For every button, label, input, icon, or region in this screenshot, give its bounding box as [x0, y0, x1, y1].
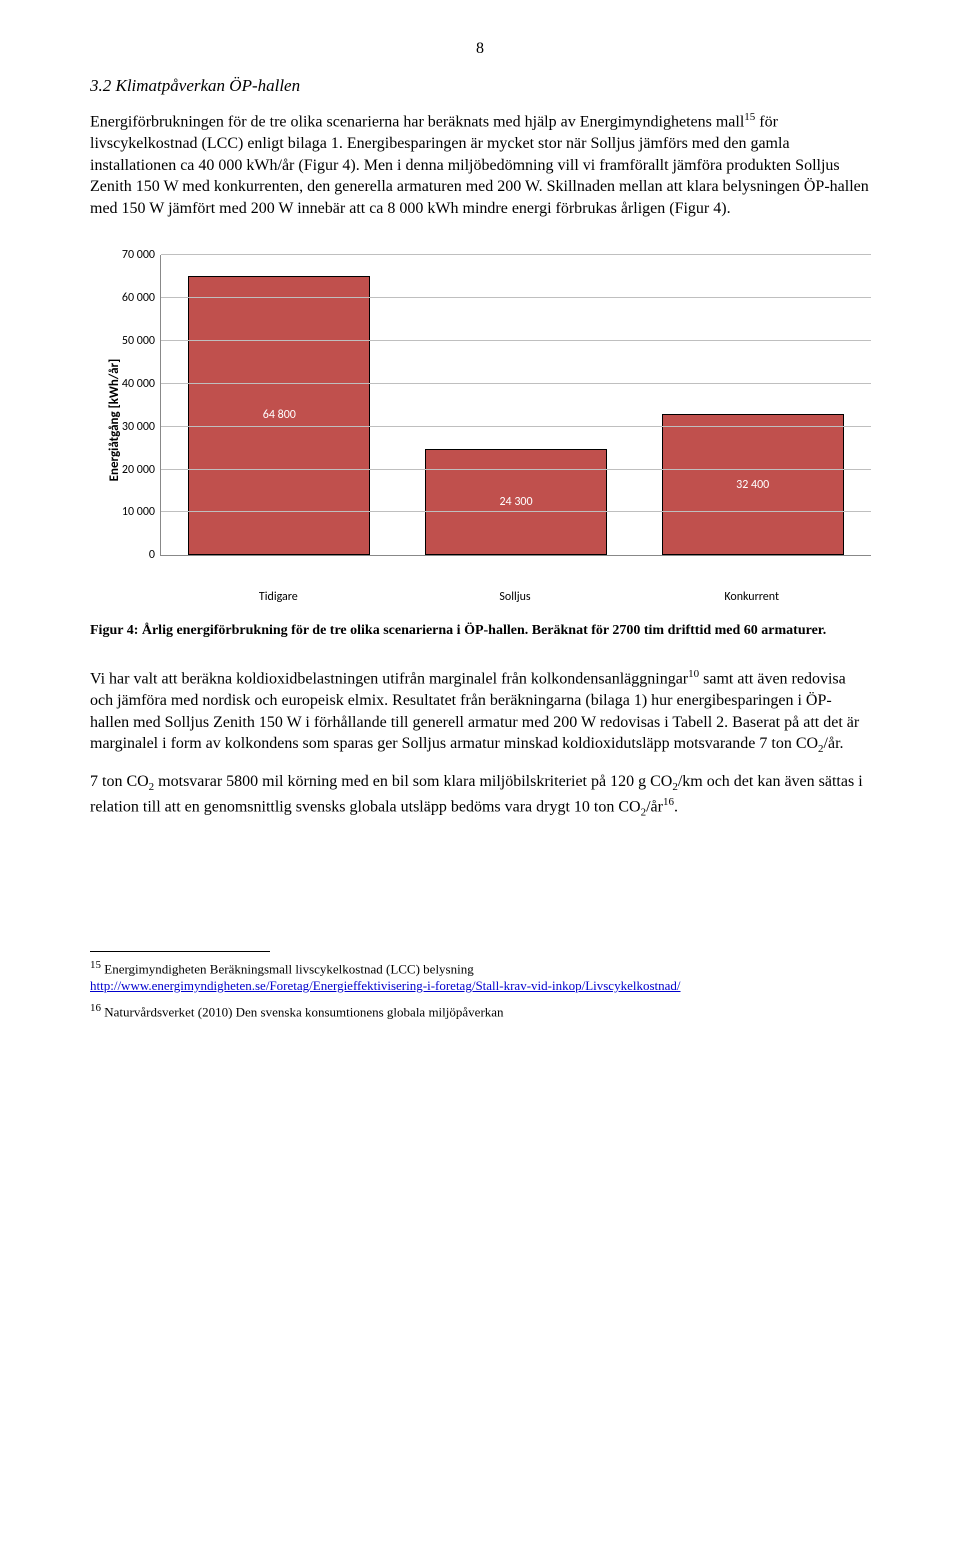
bar: 64 800 — [188, 276, 370, 556]
x-tick-label: Konkurrent — [633, 585, 870, 604]
bar-value-label: 24 300 — [499, 495, 532, 509]
footnote-ref-15: 15 — [744, 111, 755, 123]
y-tick-label: 70 000 — [122, 248, 155, 262]
bar: 24 300 — [425, 449, 607, 555]
gridline — [161, 511, 871, 512]
y-tick-label: 40 000 — [122, 377, 155, 391]
y-tick-label: 0 — [149, 548, 155, 562]
footnote-16-text: Naturvårdsverket (2010) Den svenska kons… — [101, 1004, 504, 1019]
y-tick-label: 50 000 — [122, 334, 155, 348]
paragraph-2-a: Vi har valt att beräkna koldioxidbelastn… — [90, 671, 688, 688]
bar: 32 400 — [662, 414, 844, 555]
y-tick-label: 60 000 — [122, 291, 155, 305]
footnote-ref-16: 16 — [663, 796, 674, 808]
paragraph-1-a: Energiförbrukningen för de tre olika sce… — [90, 113, 744, 130]
paragraph-3-d: /år — [646, 799, 663, 816]
gridline — [161, 469, 871, 470]
paragraph-2-c: /år. — [824, 735, 844, 752]
page-number: 8 — [90, 40, 870, 58]
y-axis-label: Energiåtgång [kWh/år] — [107, 359, 122, 482]
y-tick-label: 30 000 — [122, 420, 155, 434]
footnote-ref-10: 10 — [688, 668, 699, 680]
paragraph-3: 7 ton CO2 motsvarar 5800 mil körning med… — [90, 771, 870, 820]
gridline — [161, 254, 871, 255]
bar-value-label: 32 400 — [736, 478, 769, 492]
paragraph-3-e: . — [674, 799, 678, 816]
x-tick-label: Solljus — [397, 585, 634, 604]
x-tick-label: Tidigare — [160, 585, 397, 604]
gridline — [161, 297, 871, 298]
section-heading: 3.2 Klimatpåverkan ÖP-hallen — [90, 76, 870, 96]
paragraph-3-a: 7 ton CO — [90, 773, 149, 790]
footnote-15-text: Energimyndigheten Beräkningsmall livscyk… — [101, 961, 474, 976]
paragraph-1: Energiförbrukningen för de tre olika sce… — [90, 110, 870, 219]
footnote-rule — [90, 951, 270, 952]
gridline — [161, 426, 871, 427]
gridline — [161, 383, 871, 384]
footnote-16: 16 Naturvårdsverket (2010) Den svenska k… — [90, 1001, 870, 1021]
figure-caption: Figur 4: Årlig energiförbrukning för de … — [90, 622, 870, 641]
chart-figure-4: Energiåtgång [kWh/år] 64 800 24 300 32 400… — [90, 255, 870, 604]
footnote-15-link[interactable]: http://www.energimyndigheten.se/Foretag/… — [90, 978, 681, 993]
footnote-15: 15 Energimyndigheten Beräkningsmall livs… — [90, 958, 870, 995]
paragraph-2: Vi har valt att beräkna koldioxidbelastn… — [90, 667, 870, 757]
footnote-15-num: 15 — [90, 959, 101, 971]
y-tick-label: 20 000 — [122, 463, 155, 477]
paragraph-3-b: motsvarar 5800 mil körning med en bil so… — [154, 773, 672, 790]
bar-value-label: 64 800 — [263, 408, 296, 422]
y-tick-label: 10 000 — [122, 505, 155, 519]
gridline — [161, 340, 871, 341]
footnote-16-num: 16 — [90, 1002, 101, 1014]
